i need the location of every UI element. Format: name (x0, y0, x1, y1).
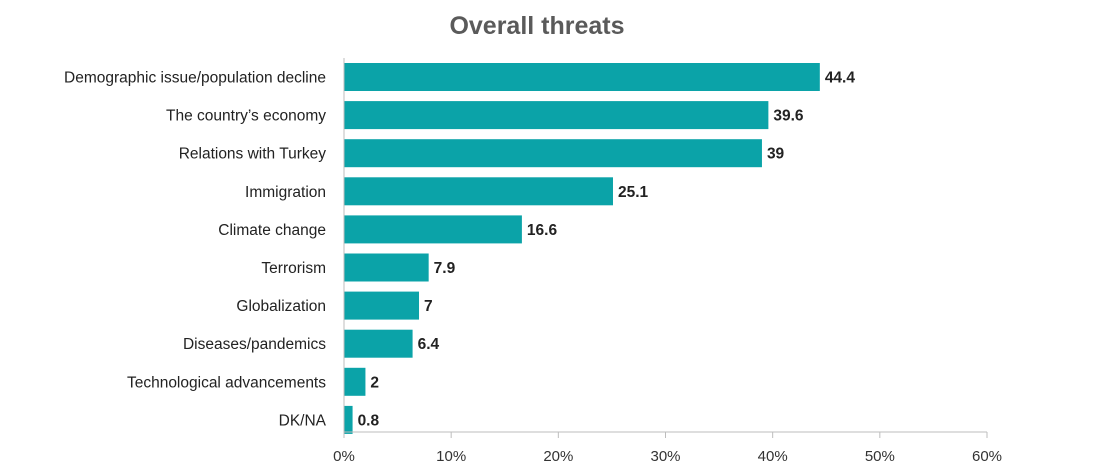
value-label: 0.8 (358, 412, 380, 429)
value-label: 39 (767, 146, 785, 163)
value-label: 44.4 (825, 70, 856, 87)
value-label: 25.1 (618, 184, 649, 201)
x-tick-label: 30% (650, 448, 680, 465)
bar (344, 101, 769, 130)
value-label: 2 (370, 374, 379, 391)
value-label: 7.9 (434, 260, 456, 277)
value-label: 39.6 (773, 108, 804, 125)
chart-title: Overall threats (449, 12, 624, 40)
category-label: DK/NA (279, 412, 327, 429)
bar (344, 329, 413, 358)
category-label: Demographic issue/population decline (64, 70, 326, 87)
category-label: Climate change (218, 222, 326, 239)
bar (344, 405, 353, 434)
value-label: 6.4 (418, 336, 440, 353)
x-tick-label: 10% (436, 448, 466, 465)
bar (344, 139, 762, 168)
x-tick-label: 60% (972, 448, 1002, 465)
bar (344, 253, 429, 282)
bar (344, 215, 522, 244)
bar (344, 367, 366, 396)
category-label: Immigration (245, 184, 326, 201)
x-tick-label: 50% (865, 448, 895, 465)
plot-area: Demographic issue/population decline 44.4… (64, 58, 1002, 465)
bar (344, 291, 420, 320)
bar (344, 177, 613, 206)
category-label: The country’s economy (166, 108, 326, 125)
bar (344, 63, 820, 91)
category-label: Technological advancements (127, 374, 326, 391)
category-label: Diseases/pandemics (183, 336, 326, 353)
x-tick-label: 20% (543, 448, 573, 465)
category-label: Relations with Turkey (179, 146, 327, 163)
category-label: Globalization (236, 298, 326, 315)
x-tick-label: 0% (333, 448, 355, 465)
value-label: 16.6 (527, 222, 558, 239)
value-label: 7 (424, 298, 433, 315)
category-label: Terrorism (261, 260, 326, 277)
x-tick-label: 40% (758, 448, 788, 465)
